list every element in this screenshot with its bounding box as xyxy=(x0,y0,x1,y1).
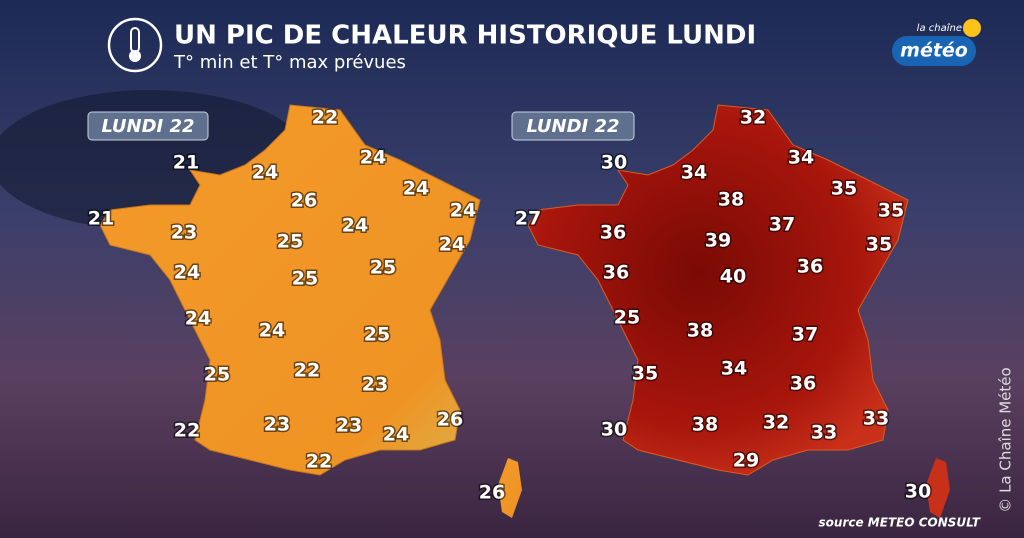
temperature: 25 xyxy=(364,324,390,346)
temperature: 35 xyxy=(878,200,904,222)
subtitle: T° min et T° max prévues xyxy=(173,52,406,73)
temperature: 29 xyxy=(733,450,759,472)
map-label-box xyxy=(511,111,635,141)
thermometer-icon xyxy=(129,50,141,62)
title: UN PIC DE CHALEUR HISTORIQUE LUNDI xyxy=(174,21,756,51)
temperature: 23 xyxy=(362,374,388,396)
temperature: 22 xyxy=(174,420,200,442)
temperature: 35 xyxy=(632,363,658,385)
temperature: 38 xyxy=(718,189,744,211)
temperature: 37 xyxy=(769,214,795,236)
temperature: 22 xyxy=(312,107,338,129)
temperature: 30 xyxy=(601,152,627,174)
temperature: 24 xyxy=(342,215,368,237)
temperature: 22 xyxy=(294,360,320,382)
logo-text: la chaîne xyxy=(917,22,962,34)
temperature: 39 xyxy=(705,230,731,252)
temperature: 26 xyxy=(479,482,505,504)
temperature: 24 xyxy=(403,178,429,200)
thermometer-icon xyxy=(107,17,163,73)
temperature: 35 xyxy=(831,178,857,200)
copyright: © La Chaîne Météo xyxy=(997,367,1015,512)
temperature: 38 xyxy=(692,414,718,436)
temperature: 36 xyxy=(797,256,823,278)
map-label: LUNDI 22 xyxy=(526,116,619,137)
temperature: 25 xyxy=(614,307,640,329)
temperature: 37 xyxy=(792,324,818,346)
temperature: 36 xyxy=(790,373,816,395)
temperature: 30 xyxy=(601,419,627,441)
source: source METEO CONSULT xyxy=(819,516,981,530)
temperature: 33 xyxy=(811,422,837,444)
temperature: 23 xyxy=(264,414,290,436)
temperature: 23 xyxy=(171,222,197,244)
temperature: 30 xyxy=(905,481,931,503)
temperature: 32 xyxy=(740,107,766,129)
temperature: 34 xyxy=(788,147,814,169)
temperature: 24 xyxy=(439,234,465,256)
temperature: 23 xyxy=(336,415,362,437)
temperature: 21 xyxy=(173,152,199,174)
temperature: 24 xyxy=(174,262,200,284)
temperature: 24 xyxy=(252,162,278,184)
temperature: 34 xyxy=(721,358,747,380)
logo-badge xyxy=(892,36,976,66)
temperature: 26 xyxy=(291,190,317,212)
logo-text: météo xyxy=(900,40,968,62)
map-label: LUNDI 22 xyxy=(101,116,194,137)
temperature: 22 xyxy=(306,451,332,473)
temperature: 25 xyxy=(292,268,318,290)
temperature: 33 xyxy=(863,408,889,430)
temperature: 24 xyxy=(185,308,211,330)
temperature: 25 xyxy=(204,364,230,386)
temperature: 24 xyxy=(259,320,285,342)
map-label-box xyxy=(87,111,209,141)
temperature: 40 xyxy=(720,266,746,288)
temperature: 25 xyxy=(277,231,303,253)
temperature: 27 xyxy=(515,208,541,230)
temperature: 24 xyxy=(383,424,409,446)
temperature: 25 xyxy=(370,257,396,279)
temperature: 32 xyxy=(763,412,789,434)
temperature: 38 xyxy=(687,320,713,342)
temperature: 35 xyxy=(866,234,892,256)
temperature: 36 xyxy=(603,262,629,284)
temperature: 21 xyxy=(88,208,114,230)
temperature: 24 xyxy=(450,200,476,222)
temperature: 34 xyxy=(681,162,707,184)
logo-sun xyxy=(963,19,981,37)
temperature: 26 xyxy=(437,409,463,431)
temperature: 24 xyxy=(360,147,386,169)
temperature: 36 xyxy=(600,222,626,244)
